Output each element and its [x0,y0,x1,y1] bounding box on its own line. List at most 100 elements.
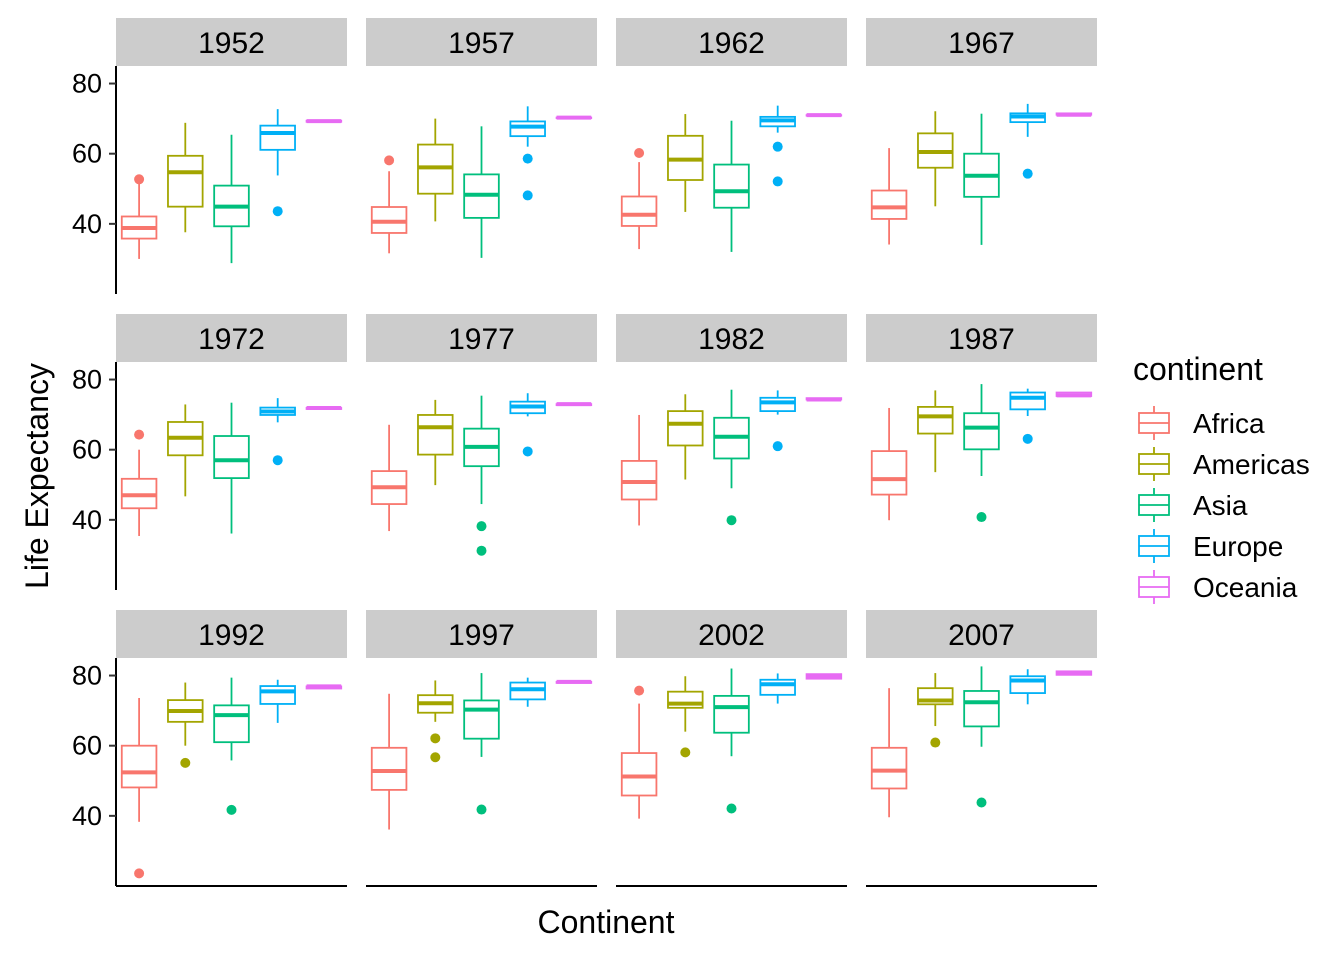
legend-item-africa: Africa [1138,406,1265,440]
facet-strip [116,610,347,658]
box-iqr [370,746,408,791]
legend-label: Asia [1193,490,1248,521]
facet-panel-1992: 1992 40 60 80 [72,610,347,887]
facet-panel-2002: 2002 [616,610,847,887]
outlier-point [476,804,487,815]
box-iqr [667,410,704,447]
outlier-point [930,737,941,748]
outlier-point [226,804,237,815]
box-americas [417,118,454,222]
box-americas [667,114,704,212]
facet-strip [866,314,1097,362]
box-asia [463,673,500,815]
box-europe [509,106,546,201]
box-americas [167,682,204,768]
box-europe [259,679,296,723]
facet-panel-2007: 2007 [866,610,1097,887]
facet-strip-label: 1992 [198,619,265,652]
outlier-point [634,685,645,696]
facet-panel-1982: 1982 [616,314,847,526]
box-europe [1009,388,1046,444]
box-africa [120,697,158,879]
outlier-point [726,803,737,814]
box-americas [167,404,204,497]
y-tick-label: 80 [72,69,102,99]
box-oceania [1055,391,1093,398]
box-americas [417,680,454,763]
box-oceania [805,113,843,118]
box-europe [509,393,546,457]
facet-panel-1962: 1962 [616,18,847,252]
facet-panel-1977: 1977 [366,314,597,556]
box-americas [917,111,954,207]
legend: continent Africa Americas Asia Europe Oceani… [1133,351,1310,604]
box-asia [713,389,750,526]
box-asia [463,395,500,556]
box-europe [759,673,796,704]
y-tick-label: 80 [72,365,102,395]
outlier-point [680,747,691,758]
facet-strip [616,18,847,66]
outlier-point [134,868,145,879]
box-africa [370,693,408,830]
outlier-point [726,515,737,526]
legend-label: Oceania [1193,572,1298,603]
box-asia [213,402,250,534]
facet-strip-label: 1972 [198,323,265,356]
box-iqr [963,412,1000,451]
facet-panels: 1952 40 60 80 1957 1962 1967 1972 40 60 80 1977 1982… [72,18,1097,887]
box-iqr [713,694,750,734]
box-europe [509,677,546,707]
outlier-point [384,155,395,166]
box-iqr [917,405,954,435]
box-iqr [120,744,158,789]
box-africa [120,174,158,259]
facet-strip [116,18,347,66]
outlier-point [772,441,783,452]
facet-panel-1987: 1987 [866,314,1097,523]
y-axis-title: Life Expectancy [19,363,55,589]
box-iqr [870,189,908,220]
legend-title: continent [1133,351,1263,387]
facet-panel-1957: 1957 [366,18,597,258]
box-iqr [963,690,1000,728]
box-iqr [870,746,908,790]
facet-strip-label: 1997 [448,619,515,652]
outlier-point [272,206,283,217]
box-iqr [870,450,908,496]
outlier-point [522,190,533,201]
outlier-point [634,147,645,158]
box-asia [963,384,1000,523]
box-iqr [259,124,296,151]
box-europe [259,109,296,217]
box-africa [120,429,158,536]
box-africa [620,147,658,250]
box-iqr [213,704,250,744]
box-iqr [620,195,658,227]
outlier-point [180,757,191,768]
box-asia [213,677,250,815]
outlier-point [134,429,145,440]
box-asia [963,113,1000,245]
box-oceania [305,405,343,410]
facet-strip [366,18,597,66]
box-europe [759,390,796,452]
box-europe [759,105,796,187]
box-iqr [259,685,296,705]
facet-panel-1967: 1967 [866,18,1097,245]
outlier-point [976,797,987,808]
legend-item-americas: Americas [1138,447,1310,481]
outlier-point [772,141,783,152]
facet-strip [366,610,597,658]
box-africa [370,424,408,532]
outlier-point [134,174,145,185]
outlier-point [1022,168,1033,179]
legend-label: Africa [1193,408,1265,439]
box-iqr [417,414,454,456]
box-iqr [213,435,250,480]
box-oceania [555,115,593,120]
box-oceania [305,119,343,124]
box-africa [870,688,908,818]
facet-strip-label: 1977 [448,323,515,356]
